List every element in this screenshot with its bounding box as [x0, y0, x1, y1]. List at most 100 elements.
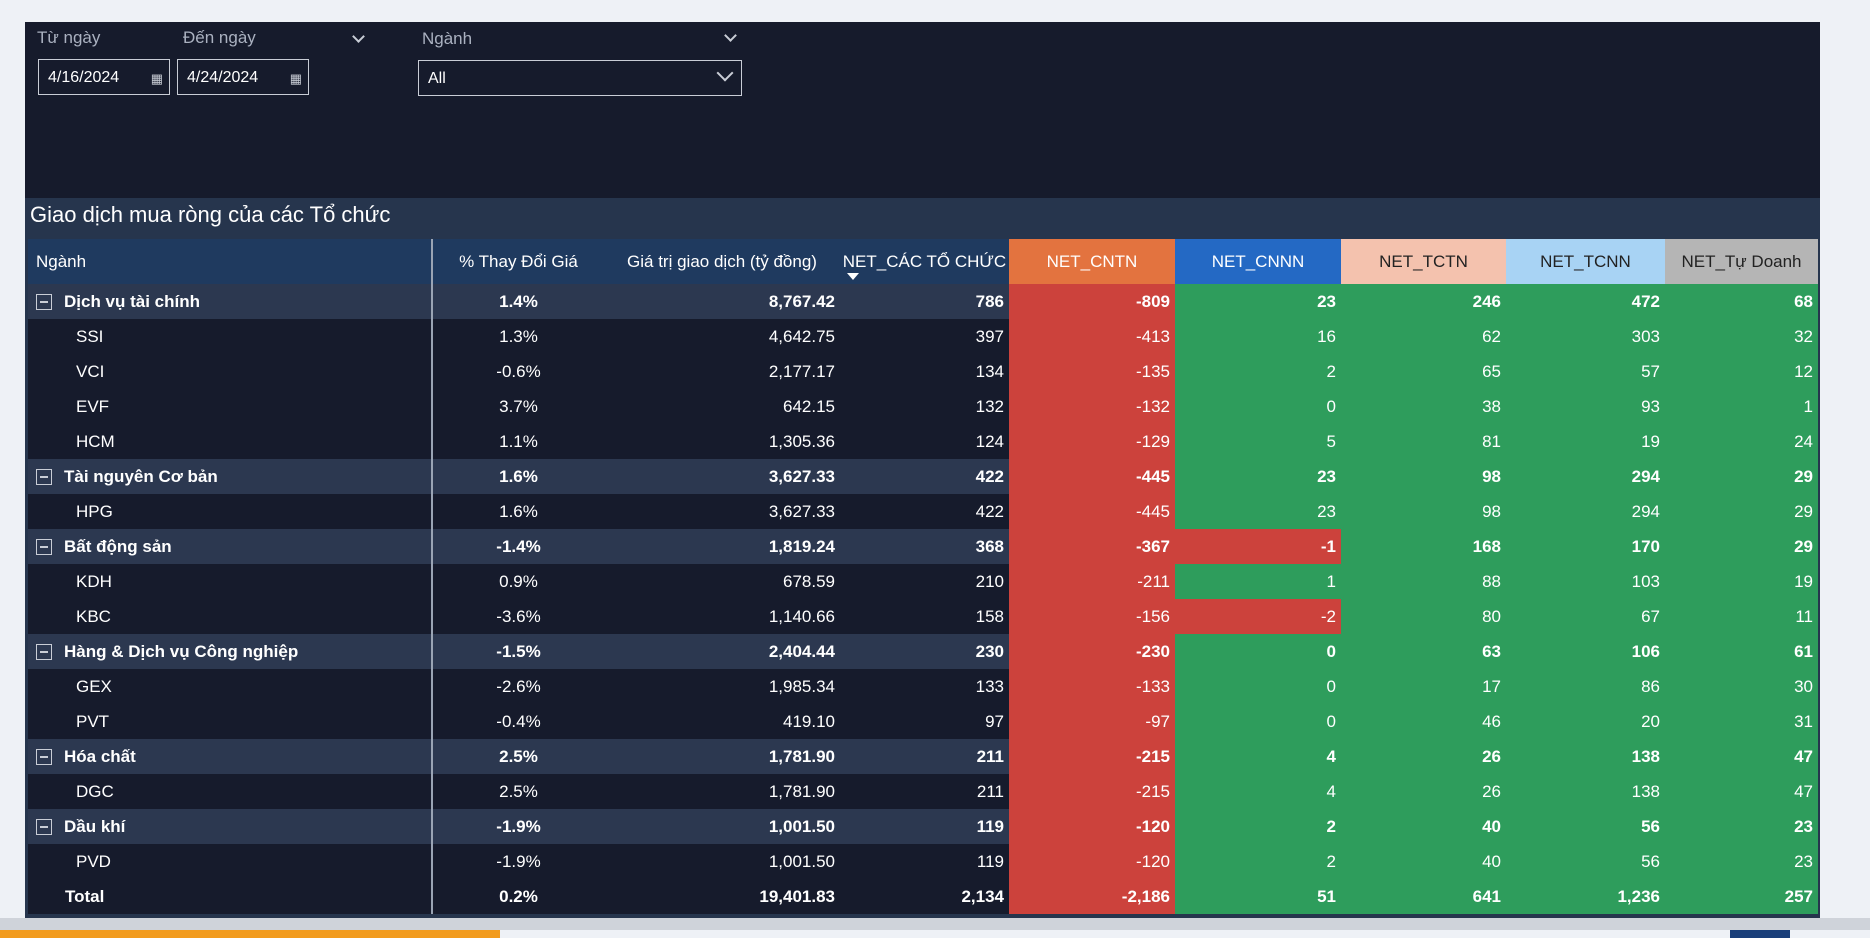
table-group-row[interactable]: Bất động sản -1.4% 1,819.24 368 -367 -1 168 170… — [28, 529, 1818, 564]
cell-tudoanh: 257 — [1665, 879, 1818, 914]
col-header-net-tcnn[interactable]: NET_TCNN — [1506, 239, 1665, 284]
table-row[interactable]: KDH 0.9% 678.59 210 -211 1 88 103 19 — [28, 564, 1818, 599]
cell-pct: -0.6% — [432, 354, 604, 389]
industry-label: Ngành — [422, 29, 473, 48]
cell-tudoanh: 24 — [1665, 424, 1818, 459]
cell-net_tc: 119 — [840, 844, 1009, 879]
table-group-row[interactable]: Tài nguyên Cơ bản 1.6% 3,627.33 422 -445 23 98… — [28, 459, 1818, 494]
chevron-down-icon[interactable] — [724, 29, 737, 42]
col-header-net-cnnn[interactable]: NET_CNNN — [1175, 239, 1341, 284]
cell-tudoanh: 31 — [1665, 704, 1818, 739]
col-header-pct[interactable]: % Thay Đổi Giá — [432, 239, 604, 284]
table-row[interactable]: HCM 1.1% 1,305.36 124 -129 5 81 19 24 — [28, 424, 1818, 459]
table-row[interactable]: PVT -0.4% 419.10 97 -97 0 46 20 31 — [28, 704, 1818, 739]
to-date-input[interactable]: 4/24/2024 ▦ — [177, 59, 309, 95]
chevron-down-icon[interactable] — [352, 30, 365, 43]
cell-nganh: Hàng & Dịch vụ Công nghiệp — [28, 634, 433, 669]
cell-cntn: -120 — [1009, 844, 1175, 879]
cell-gtgd: 3,627.33 — [604, 494, 840, 529]
col-header-nganh[interactable]: Ngành — [28, 239, 433, 284]
col-header-net-tctn[interactable]: NET_TCTN — [1341, 239, 1506, 284]
from-date-value: 4/16/2024 — [48, 69, 120, 86]
cell-net_tc: 230 — [840, 634, 1009, 669]
cell-cnnn: 51 — [1175, 879, 1341, 914]
cell-net_tc: 211 — [840, 774, 1009, 809]
cell-tcnn: 86 — [1506, 669, 1665, 704]
cell-nganh: VCI — [28, 354, 433, 389]
cell-tudoanh: 12 — [1665, 354, 1818, 389]
cell-nganh: SSI — [28, 319, 433, 354]
cell-cntn: -809 — [1009, 284, 1175, 319]
cell-net_tc: 397 — [840, 319, 1009, 354]
cell-cnnn: 4 — [1175, 774, 1341, 809]
table-row[interactable]: VCI -0.6% 2,177.17 134 -135 2 65 57 12 — [28, 354, 1818, 389]
cell-tcnn: 103 — [1506, 564, 1665, 599]
collapse-toggle-icon[interactable] — [36, 538, 52, 555]
cell-cnnn: 0 — [1175, 669, 1341, 704]
collapse-toggle-icon[interactable] — [36, 293, 52, 310]
cell-nganh: DGC — [28, 774, 433, 809]
cell-pct: -3.6% — [432, 599, 604, 634]
table-group-row[interactable]: Hóa chất 2.5% 1,781.90 211 -215 4 26 138 47 — [28, 739, 1818, 774]
filter-panel: Từ ngày 4/16/2024 ▦ Đến ngày 4/24/2024 ▦… — [25, 22, 1820, 198]
table-group-row[interactable]: Dịch vụ tài chính 1.4% 8,767.42 786 -809 23 24… — [28, 284, 1818, 319]
collapse-toggle-icon[interactable] — [36, 818, 52, 835]
collapse-toggle-icon[interactable] — [36, 643, 52, 660]
table-row[interactable]: HPG 1.6% 3,627.33 422 -445 23 98 294 29 — [28, 494, 1818, 529]
collapse-toggle-icon[interactable] — [36, 468, 52, 485]
col-header-net-tu-doanh[interactable]: NET_Tự Doanh — [1665, 239, 1818, 284]
cell-nganh: PVD — [28, 844, 433, 879]
cell-cntn: -132 — [1009, 389, 1175, 424]
industry-select[interactable]: All — [418, 60, 742, 96]
cell-gtgd: 642.15 — [604, 389, 840, 424]
sort-desc-icon — [847, 273, 859, 280]
cell-gtgd: 3,627.33 — [604, 459, 840, 494]
cell-nganh-label: SSI — [76, 326, 104, 346]
cell-net_tc: 132 — [840, 389, 1009, 424]
col-header-gtgd[interactable]: Giá trị giao dịch (tỷ đồng) — [604, 239, 840, 284]
cell-tctn: 46 — [1341, 704, 1506, 739]
from-date-label: Từ ngày — [37, 28, 101, 47]
table-row[interactable]: SSI 1.3% 4,642.75 397 -413 16 62 303 32 — [28, 319, 1818, 354]
cell-nganh-label: KBC — [76, 606, 111, 626]
cell-nganh: Bất động sản — [28, 529, 433, 564]
table-group-row[interactable]: Dầu khí -1.9% 1,001.50 119 -120 2 40 56 23 — [28, 809, 1818, 844]
from-date-input[interactable]: 4/16/2024 ▦ — [38, 59, 170, 95]
cell-tudoanh: 68 — [1665, 284, 1818, 319]
cell-net_tc: 97 — [840, 704, 1009, 739]
table-row[interactable]: EVF 3.7% 642.15 132 -132 0 38 93 1 — [28, 389, 1818, 424]
cell-nganh-label: EVF — [76, 396, 110, 416]
cell-cntn: -2,186 — [1009, 879, 1175, 914]
cell-nganh-label: HPG — [76, 501, 113, 521]
calendar-icon[interactable]: ▦ — [289, 71, 302, 86]
cell-tctn: 40 — [1341, 809, 1506, 844]
col-header-net-to-chuc[interactable]: NET_CÁC TỔ CHỨC — [840, 239, 1009, 284]
table-row[interactable]: PVD -1.9% 1,001.50 119 -120 2 40 56 23 — [28, 844, 1818, 879]
collapse-toggle-icon[interactable] — [36, 748, 52, 765]
cell-nganh: Tài nguyên Cơ bản — [28, 459, 433, 494]
cell-nganh-label: PVD — [76, 851, 111, 871]
cell-tcnn: 472 — [1506, 284, 1665, 319]
cell-tctn: 88 — [1341, 564, 1506, 599]
cell-nganh-label: PVT — [76, 711, 110, 731]
cell-cntn: -129 — [1009, 424, 1175, 459]
cell-tcnn: 170 — [1506, 529, 1665, 564]
table-row[interactable]: GEX -2.6% 1,985.34 133 -133 0 17 86 30 — [28, 669, 1818, 704]
table-group-row[interactable]: Hàng & Dịch vụ Công nghiệp -1.5% 2,404.44 2… — [28, 634, 1818, 669]
cell-nganh: HPG — [28, 494, 433, 529]
table-row[interactable]: KBC -3.6% 1,140.66 158 -156 -2 80 67 11 — [28, 599, 1818, 634]
calendar-icon[interactable]: ▦ — [150, 71, 163, 86]
cell-nganh: Hóa chất — [28, 739, 433, 774]
cell-net_tc: 422 — [840, 459, 1009, 494]
cell-net_tc: 210 — [840, 564, 1009, 599]
cell-pct: 0.9% — [432, 564, 604, 599]
cell-nganh: Dịch vụ tài chính — [28, 284, 433, 319]
chevron-down-icon[interactable] — [716, 64, 734, 82]
cell-net_tc: 134 — [840, 354, 1009, 389]
cell-cntn: -211 — [1009, 564, 1175, 599]
cell-tctn: 80 — [1341, 599, 1506, 634]
table-row[interactable]: DGC 2.5% 1,781.90 211 -215 4 26 138 47 — [28, 774, 1818, 809]
col-header-net-cntn[interactable]: NET_CNTN — [1009, 239, 1175, 284]
cell-pct: 0.2% — [432, 879, 604, 914]
table-total-row[interactable]: Total 0.2% 19,401.83 2,134 -2,186 51 641 1,236 2… — [28, 879, 1818, 914]
